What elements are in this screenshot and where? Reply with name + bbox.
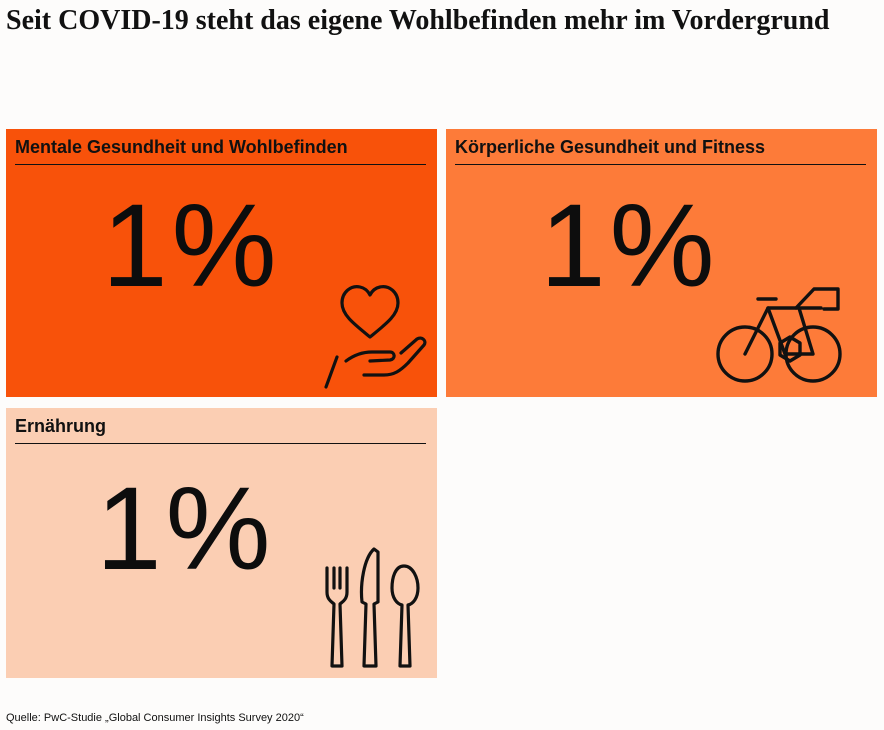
- card-label: Ernährung: [15, 416, 426, 444]
- heart-in-hand-icon: [324, 285, 427, 389]
- card-value: 1%: [96, 463, 275, 595]
- cutlery-icon: [325, 547, 420, 668]
- card-value: 1%: [102, 180, 281, 312]
- source-note: Quelle: PwC-Studie „Global Consumer Insi…: [6, 712, 304, 724]
- card-nutrition: Ernährung 1%: [6, 408, 437, 678]
- card-label: Körperliche Gesundheit und Fitness: [455, 137, 866, 165]
- card-label: Mentale Gesundheit und Wohlbefinden: [15, 137, 426, 165]
- card-value: 1%: [540, 180, 719, 312]
- bicycle-icon: [716, 287, 842, 383]
- page-title: Seit COVID-19 steht das eigene Wohlbefin…: [6, 5, 830, 36]
- card-physical-fitness: Körperliche Gesundheit und Fitness 1%: [446, 129, 877, 397]
- card-mental-health: Mentale Gesundheit und Wohlbefinden 1%: [6, 129, 437, 397]
